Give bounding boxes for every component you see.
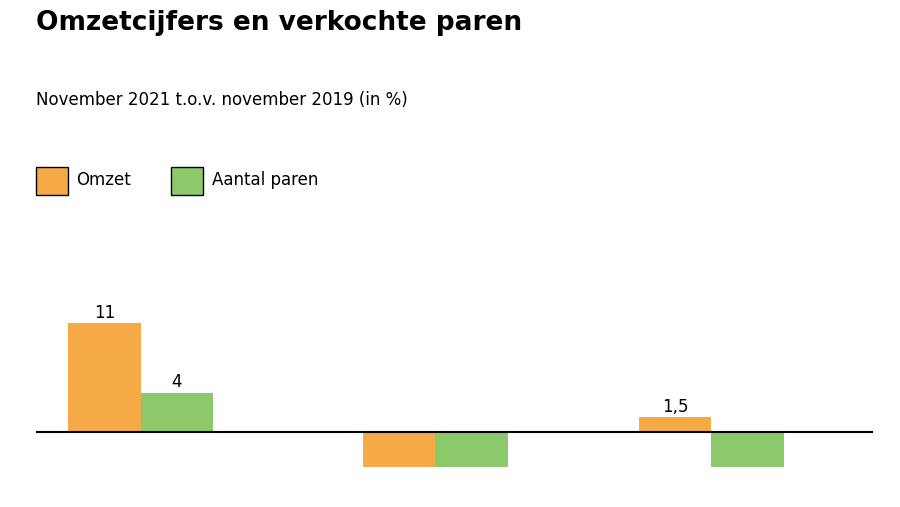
Bar	[140, 392, 213, 432]
Text: Omzetcijfers en verkochte paren: Omzetcijfers en verkochte paren	[36, 10, 522, 36]
Text: 11: 11	[94, 304, 115, 322]
Text: Omzet: Omzet	[76, 171, 131, 189]
Bar	[364, 432, 436, 467]
Text: 1,5: 1,5	[662, 398, 688, 416]
Text: November 2021 t.o.v. november 2019 (in %): November 2021 t.o.v. november 2019 (in %…	[36, 91, 408, 110]
Bar	[436, 432, 508, 467]
Text: Aantal paren: Aantal paren	[212, 171, 318, 189]
Bar	[68, 323, 140, 432]
Text: 4: 4	[172, 373, 182, 391]
Bar	[711, 432, 784, 467]
Bar	[639, 417, 711, 432]
